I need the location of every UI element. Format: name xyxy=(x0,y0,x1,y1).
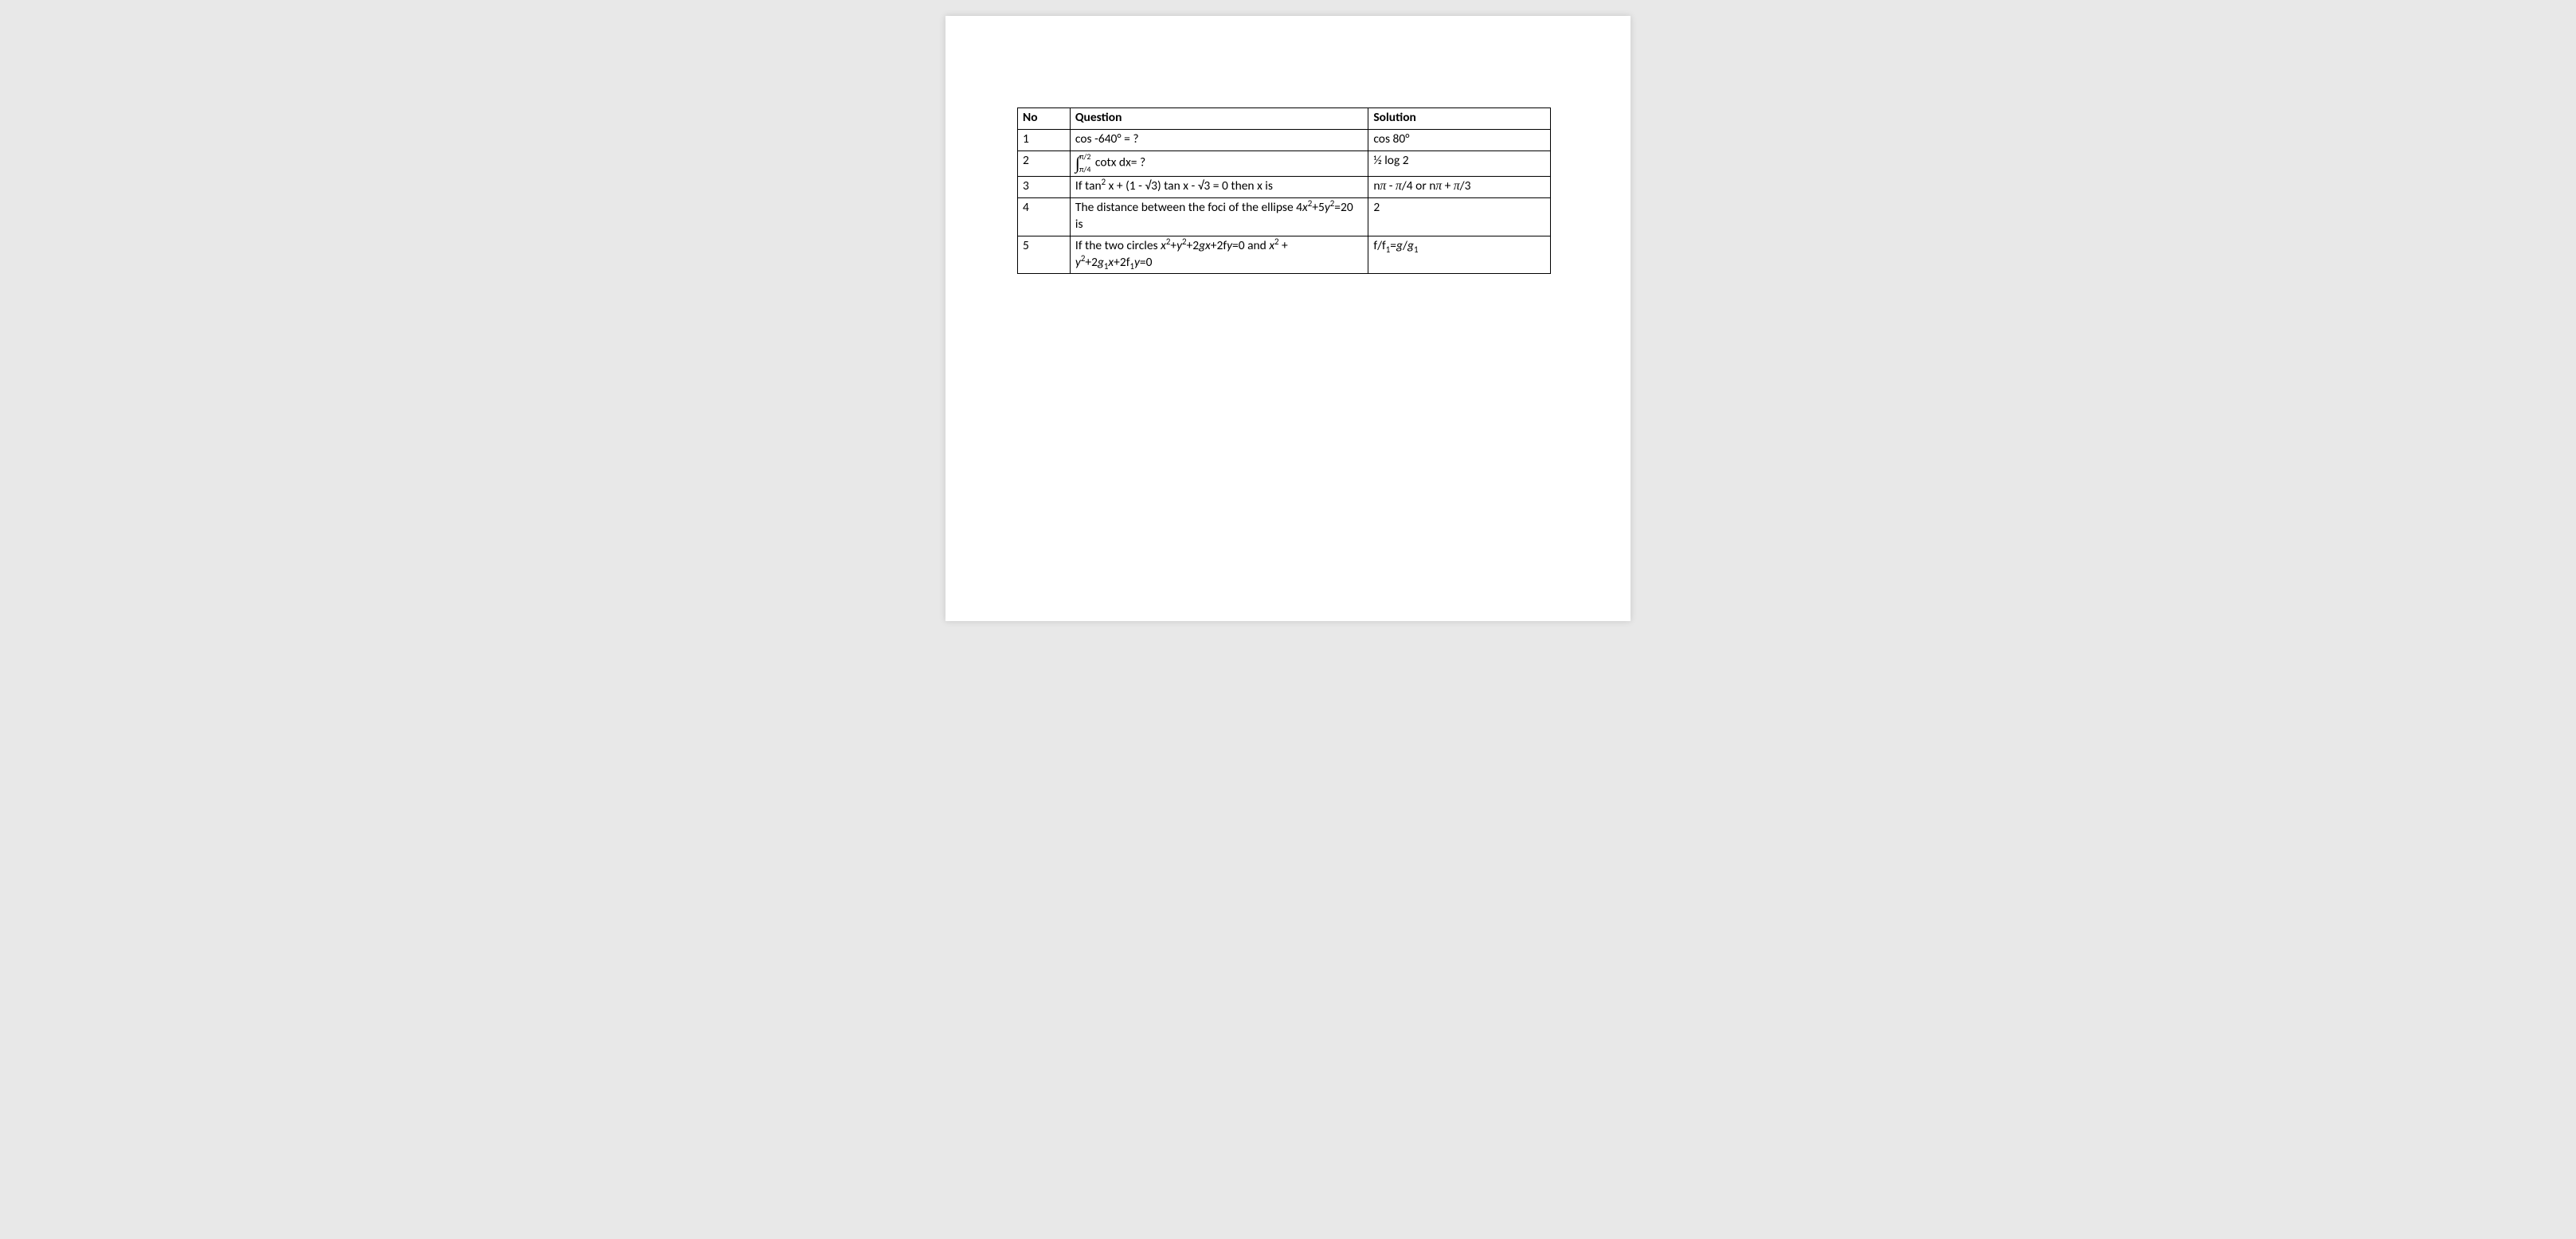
table-row: 5If the two circles x2+y2+2gx+2fy=0 and … xyxy=(1018,236,1551,274)
table-body: 1cos -640° = ?cos 80°2∫π/2π/4 cotx dx= ?… xyxy=(1018,129,1551,274)
table-header-row: No Question Solution xyxy=(1018,108,1551,130)
cell-solution: 2 xyxy=(1368,197,1551,236)
cell-question: If the two circles x2+y2+2gx+2fy=0 and x… xyxy=(1070,236,1368,274)
table-row: 3If tan2 x + (1 - √3) tan x - √3 = 0 the… xyxy=(1018,176,1551,197)
cell-question: The distance between the foci of the ell… xyxy=(1070,197,1368,236)
col-header-no: No xyxy=(1018,108,1071,130)
cell-no: 2 xyxy=(1018,150,1071,176)
cell-no: 4 xyxy=(1018,197,1071,236)
cell-question: cos -640° = ? xyxy=(1070,129,1368,150)
cell-solution: nπ - π/4 or nπ + π/3 xyxy=(1368,176,1551,197)
cell-no: 3 xyxy=(1018,176,1071,197)
col-header-solution: Solution xyxy=(1368,108,1551,130)
cell-question: If tan2 x + (1 - √3) tan x - √3 = 0 then… xyxy=(1070,176,1368,197)
cell-no: 5 xyxy=(1018,236,1071,274)
cell-question: ∫π/2π/4 cotx dx= ? xyxy=(1070,150,1368,176)
table-row: 4The distance between the foci of the el… xyxy=(1018,197,1551,236)
document-page: No Question Solution 1cos -640° = ?cos 8… xyxy=(945,16,1631,621)
cell-solution: ½ log 2 xyxy=(1368,150,1551,176)
qa-table: No Question Solution 1cos -640° = ?cos 8… xyxy=(1017,107,1551,274)
table-row: 1cos -640° = ?cos 80° xyxy=(1018,129,1551,150)
table-row: 2∫π/2π/4 cotx dx= ?½ log 2 xyxy=(1018,150,1551,176)
cell-solution: cos 80° xyxy=(1368,129,1551,150)
cell-no: 1 xyxy=(1018,129,1071,150)
col-header-question: Question xyxy=(1070,108,1368,130)
cell-solution: f/f1=g/g1 xyxy=(1368,236,1551,274)
